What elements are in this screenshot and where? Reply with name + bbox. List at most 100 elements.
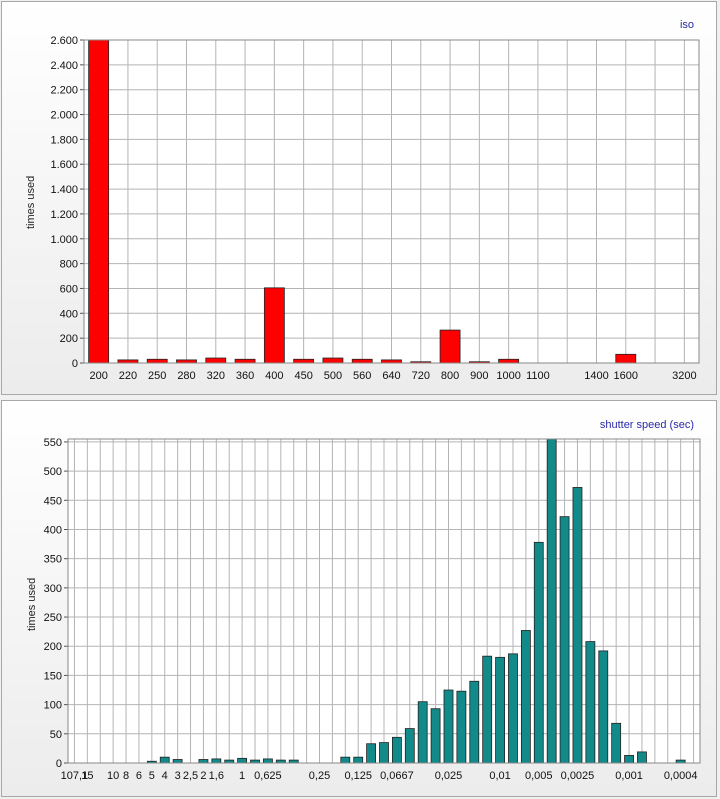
bar bbox=[546, 438, 557, 764]
iso-y-axis-label: times used bbox=[25, 175, 37, 229]
bar bbox=[495, 656, 505, 764]
y-tick-label: 1.400 bbox=[50, 184, 78, 196]
y-tick-label: 200 bbox=[44, 641, 62, 653]
bar bbox=[198, 759, 209, 764]
x-tick-label: 1,6 bbox=[209, 770, 224, 782]
plot-border bbox=[83, 39, 700, 364]
bar bbox=[293, 358, 315, 364]
bar bbox=[351, 358, 373, 364]
y-tick-label: 100 bbox=[44, 700, 62, 712]
bar bbox=[211, 758, 222, 764]
x-tick-label: 3200 bbox=[672, 370, 696, 382]
shutter-legend: shutter speed (sec) bbox=[599, 419, 694, 431]
bar bbox=[456, 690, 467, 764]
y-tick-label: 2.600 bbox=[50, 35, 78, 47]
bar bbox=[159, 756, 170, 764]
bar bbox=[146, 358, 168, 364]
bar bbox=[417, 701, 428, 764]
x-tick-label: 1000 bbox=[496, 370, 520, 382]
bar bbox=[443, 689, 454, 764]
x-tick-label: 15 bbox=[81, 770, 93, 782]
y-tick-label: 1.600 bbox=[50, 159, 78, 171]
x-tick-label: 0,01 bbox=[489, 770, 510, 782]
bar bbox=[404, 728, 415, 764]
x-tick-label: 360 bbox=[236, 370, 254, 382]
x-tick-label: 1 bbox=[239, 770, 245, 782]
y-tick-label: 2.200 bbox=[50, 85, 78, 97]
shutter-chart-panel: 0 50 100 150 200 250 300 350 400 450 500 550 107,1 15… bbox=[1, 400, 717, 797]
bar bbox=[482, 655, 493, 764]
y-tick-label: 0 bbox=[72, 358, 78, 370]
y-tick-label: 250 bbox=[44, 612, 62, 624]
bar bbox=[234, 358, 256, 364]
x-tick-label: 107,1 bbox=[61, 770, 89, 782]
bar bbox=[624, 755, 634, 764]
x-tick-label: 4 bbox=[162, 770, 168, 782]
x-tick-label: 10 bbox=[107, 770, 119, 782]
y-tick-label: 500 bbox=[44, 466, 62, 478]
x-tick-label: 280 bbox=[177, 370, 195, 382]
x-tick-label: 8 bbox=[123, 770, 129, 782]
x-tick-label: 900 bbox=[470, 370, 488, 382]
y-tick-label: 1.200 bbox=[50, 209, 78, 221]
bar bbox=[520, 630, 531, 764]
bar bbox=[205, 357, 227, 364]
bar bbox=[637, 751, 647, 764]
x-tick-label: 2 bbox=[200, 770, 206, 782]
x-tick-label: 450 bbox=[294, 370, 312, 382]
bar bbox=[172, 759, 183, 764]
y-tick-label: 800 bbox=[60, 259, 78, 271]
bar bbox=[508, 653, 518, 764]
x-tick-label: 500 bbox=[324, 370, 342, 382]
bar bbox=[585, 641, 596, 764]
x-tick-label: 320 bbox=[207, 370, 225, 382]
y-tick-label: 450 bbox=[44, 495, 62, 507]
bar bbox=[469, 680, 480, 764]
plot-border bbox=[67, 438, 701, 764]
x-tick-label: 2,5 bbox=[183, 770, 198, 782]
x-tick-label: 5 bbox=[149, 770, 155, 782]
y-tick-label: 1.000 bbox=[50, 234, 78, 246]
y-tick-label: 400 bbox=[60, 308, 78, 320]
bar bbox=[391, 736, 402, 764]
iso-chart-panel: 0 200 400 600 800 1.000 1.200 1.400 1.600 1.800 2.… bbox=[1, 1, 717, 395]
shutter-speed-chart: 050100150200250300350400450500550107,115… bbox=[44, 437, 701, 782]
x-tick-label: 0,0004 bbox=[664, 770, 698, 782]
bar bbox=[379, 742, 389, 764]
x-tick-label: 200 bbox=[89, 370, 107, 382]
x-tick-label: 250 bbox=[148, 370, 166, 382]
y-tick-label: 200 bbox=[60, 333, 78, 345]
x-tick-label: 0,625 bbox=[254, 770, 282, 782]
iso-chart: 0 200 400 600 800 1.000 1.200 1.400 1.600 1.800 2.… bbox=[50, 35, 700, 382]
x-tick-label: 1400 bbox=[584, 370, 608, 382]
x-tick-label: 0,0667 bbox=[380, 770, 414, 782]
x-tick-label: 640 bbox=[382, 370, 400, 382]
y-tick-label: 550 bbox=[44, 437, 62, 449]
bar bbox=[88, 39, 110, 364]
x-tick-label: 800 bbox=[441, 370, 459, 382]
bar bbox=[263, 287, 285, 364]
iso-legend: iso bbox=[679, 19, 694, 31]
x-tick-label: 0,125 bbox=[344, 770, 372, 782]
bar bbox=[263, 758, 273, 764]
bar bbox=[322, 357, 344, 364]
y-tick-label: 600 bbox=[60, 283, 78, 295]
x-tick-label: 720 bbox=[412, 370, 430, 382]
x-tick-label: 0,005 bbox=[525, 770, 553, 782]
x-tick-label: 0,25 bbox=[309, 770, 330, 782]
bar bbox=[430, 708, 441, 764]
x-tick-label: 560 bbox=[353, 370, 371, 382]
bar bbox=[598, 650, 609, 764]
y-tick-label: 2.400 bbox=[50, 60, 78, 72]
bar bbox=[533, 541, 544, 764]
x-tick-label: 6 bbox=[136, 770, 142, 782]
x-tick-label: 3 bbox=[175, 770, 181, 782]
x-tick-label: 0,001 bbox=[615, 770, 643, 782]
bar bbox=[237, 757, 248, 764]
y-tick-label: 2.000 bbox=[50, 110, 78, 122]
bar bbox=[498, 358, 520, 364]
x-tick-label: 1100 bbox=[526, 370, 550, 382]
y-tick-label: 400 bbox=[44, 524, 62, 536]
bar bbox=[611, 722, 622, 764]
x-tick-label: 1600 bbox=[614, 370, 638, 382]
